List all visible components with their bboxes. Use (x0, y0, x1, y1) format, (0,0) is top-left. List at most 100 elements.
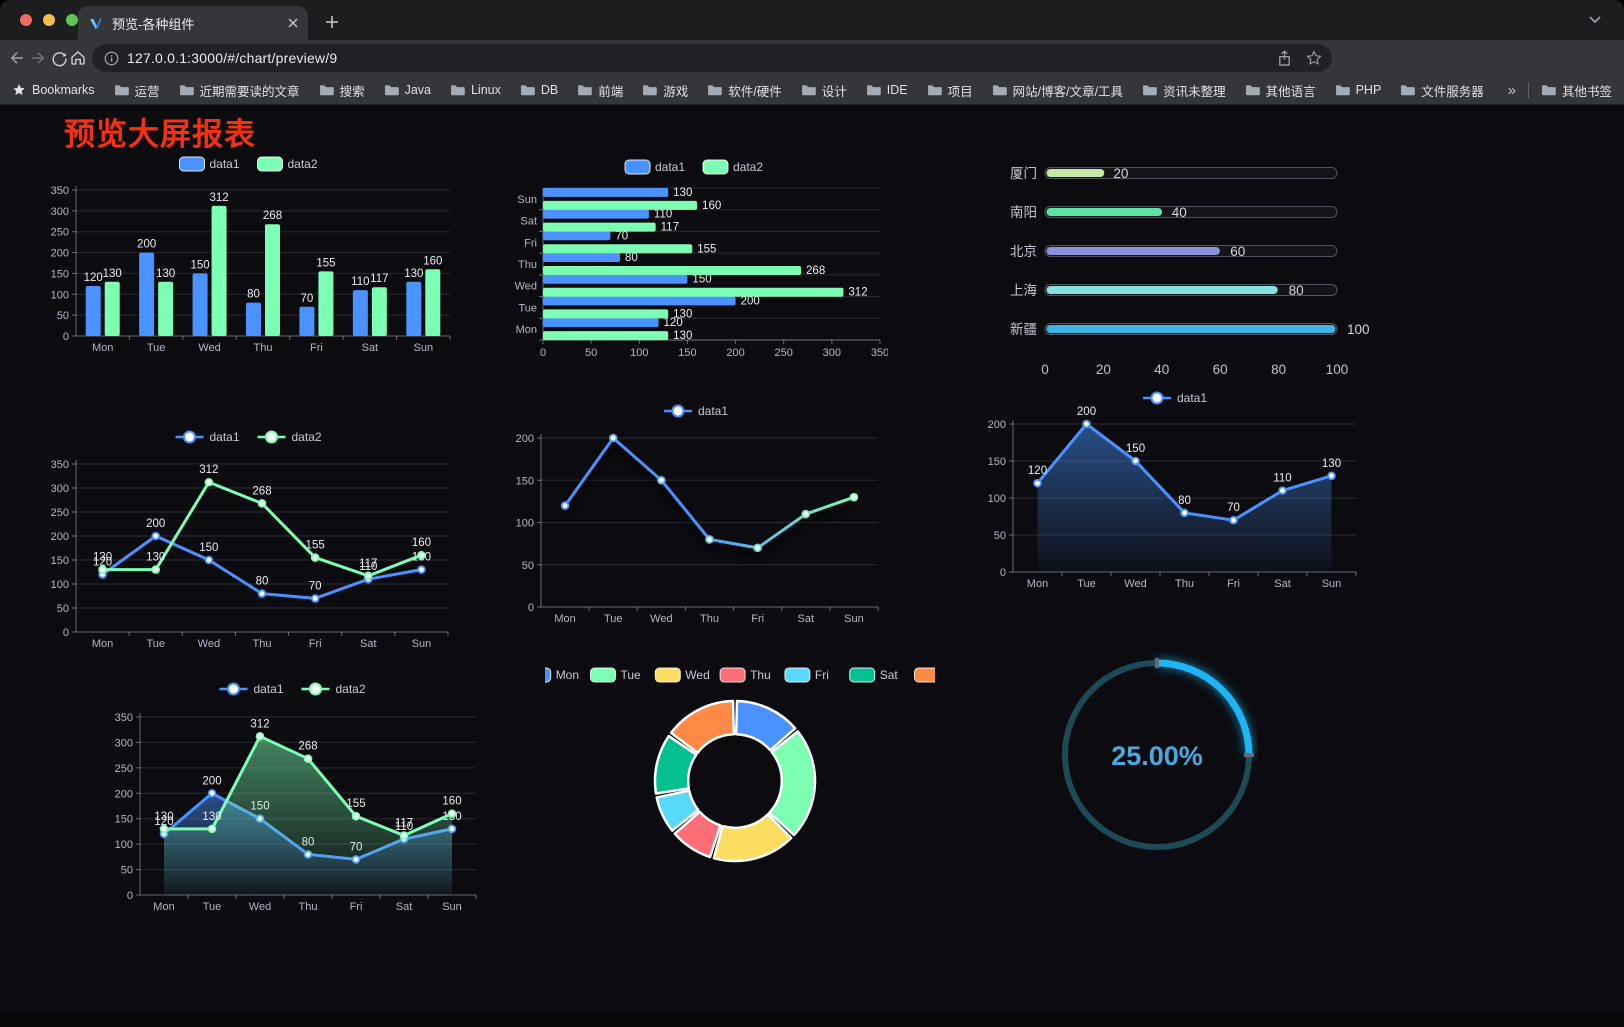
x-axis: 0 50 100 150 200 250 300 350 Mon Tue Wed Thu Fri Sat S… (515, 187, 889, 359)
bookmark-folder[interactable]: 项目 (927, 81, 973, 100)
site-info-icon[interactable] (104, 51, 119, 66)
svg-text:300: 300 (823, 347, 841, 359)
svg-text:150: 150 (199, 542, 218, 554)
svg-text:250: 250 (51, 507, 69, 519)
svg-text:Mon: Mon (92, 342, 113, 354)
reload-icon[interactable] (47, 46, 71, 70)
home-icon[interactable] (66, 46, 90, 70)
other-bookmarks-folder[interactable]: 其他书签 (1541, 81, 1612, 100)
svg-text:20: 20 (1096, 362, 1111, 377)
legend-item-Sun[interactable]: Sun (914, 667, 966, 683)
donut-slices[interactable] (653, 699, 817, 863)
chart-bar-grouped[interactable]: 0 50 100 150 200 250 300 350 Mon Tue Wed Thu Fri Sat S… (40, 150, 460, 362)
bookmark-folder[interactable]: 网站/博客/文章/工具 (992, 81, 1123, 100)
legend-item-data1[interactable]: data1 (1143, 391, 1207, 405)
url-bar[interactable]: 127.0.0.1:3000/#/chart/preview/9 (92, 44, 1332, 72)
back-icon[interactable] (5, 46, 29, 70)
forward-icon[interactable] (26, 46, 50, 70)
bookmark-folder[interactable]: PHP (1335, 83, 1381, 97)
svg-text:Mon: Mon (554, 613, 575, 625)
bookmark-folder[interactable]: 搜索 (319, 81, 365, 100)
tab-close-icon[interactable] (288, 18, 298, 28)
chart-donut-week[interactable]: Mon Tue Wed Thu Fri Sat Sun (525, 661, 966, 897)
svg-text:Sun: Sun (1322, 578, 1342, 590)
bookmark-folder[interactable]: IDE (866, 83, 908, 97)
svg-text:厦门: 厦门 (1010, 166, 1037, 181)
bookmarks-overflow-chevron[interactable]: » (1507, 81, 1516, 99)
svg-text:0: 0 (540, 347, 546, 359)
window-minimize-button[interactable] (43, 14, 55, 26)
chart-area-two-series[interactable]: 0 50 100 150 200 250 300 350 Mon Tue Wed Thu Fri Sat S… (100, 677, 488, 913)
svg-text:312: 312 (199, 464, 218, 476)
bookmark-folder[interactable]: 软件/硬件 (707, 81, 782, 100)
legend-item-data2[interactable]: data2 (301, 682, 366, 696)
svg-text:110: 110 (351, 276, 369, 288)
legend-item-Mon[interactable]: Mon (525, 667, 579, 683)
bookmark-folder[interactable]: 其他语言 (1245, 81, 1316, 100)
legend-item-data2[interactable]: data2 (702, 159, 763, 175)
window-zoom-button[interactable] (66, 14, 78, 26)
svg-text:80: 80 (256, 576, 269, 588)
legend-item-Fri[interactable]: Fri (784, 667, 829, 683)
bookmark-star-icon[interactable] (1306, 50, 1322, 66)
svg-text:110: 110 (654, 209, 672, 221)
svg-text:130: 130 (93, 552, 112, 564)
svg-text:120: 120 (1028, 465, 1047, 477)
browser-toolbar: 127.0.0.1:3000/#/chart/preview/9 9 (0, 40, 1624, 112)
svg-text:Wed: Wed (198, 342, 220, 354)
browser-tab[interactable]: 预览-各种组件 (78, 6, 308, 40)
chart-city-progress[interactable]: 厦门 20 南阳 40 北京 60 上海 80 新疆 100 0 20 40 60 80 100 (998, 158, 1370, 386)
window-close-button[interactable] (20, 14, 32, 26)
bookmark-folder[interactable]: 游戏 (642, 81, 688, 100)
legend-item-data1[interactable]: data1 (179, 156, 240, 172)
svg-text:268: 268 (806, 265, 825, 277)
favicon (88, 15, 104, 31)
legend-item-data1[interactable]: data1 (175, 430, 240, 444)
bookmark-folder[interactable]: Java (384, 83, 431, 97)
chart-bar-horizontal[interactable]: data1 data2 0 50 100 150 200 250 300 350 Mon Tue Wed… (503, 153, 889, 365)
chart-area-blue[interactable]: 0 50 100 150 200 Mon Tue Wed Thu Fri Sat Sun data1 12… (985, 388, 1368, 600)
svg-text:Thu: Thu (253, 638, 272, 650)
new-tab-button[interactable] (320, 10, 344, 34)
legend-item-data2[interactable]: data2 (257, 156, 318, 172)
svg-text:Sun: Sun (844, 613, 864, 625)
svg-text:160: 160 (423, 255, 442, 267)
chart-line-two-series[interactable]: 0 50 100 150 200 250 300 350 Mon Tue Wed Thu Fri Sat S… (40, 424, 460, 656)
svg-text:150: 150 (692, 274, 711, 286)
x-axis-labels: Mon Tue Wed Thu Fri Sat Sun (153, 895, 477, 913)
svg-text:268: 268 (252, 485, 271, 497)
svg-text:Fri: Fri (350, 901, 363, 911)
legend-item-data1[interactable]: data1 (664, 404, 728, 418)
bookmarks-manager-item[interactable]: Bookmarks (12, 83, 95, 97)
chart-ring-progress[interactable]: 25.00% (1058, 653, 1258, 859)
svg-text:200: 200 (146, 518, 165, 530)
bookmark-folder[interactable]: 文件服务器 (1400, 81, 1484, 100)
legend-item-Sat[interactable]: Sat (849, 667, 899, 683)
svg-text:200: 200 (115, 788, 133, 800)
legend-item-data2[interactable]: data2 (257, 430, 322, 444)
share-icon[interactable] (1277, 50, 1292, 67)
y-axis: 0 50 100 150 200 250 300 350 (51, 459, 448, 639)
svg-text:110: 110 (395, 821, 413, 833)
svg-text:data1: data1 (698, 404, 728, 418)
bookmark-folder[interactable]: 设计 (801, 81, 847, 100)
svg-text:117: 117 (370, 273, 388, 285)
bookmark-folder[interactable]: 资讯未整理 (1142, 81, 1226, 100)
chart-line-gradient[interactable]: 0 50 100 150 200 Mon Tue Wed Thu Fri Sat Sun data1 (505, 398, 890, 630)
donut-slice-Sat (653, 734, 698, 795)
tab-search-chevron-icon[interactable] (1588, 12, 1602, 30)
bookmark-folder[interactable]: 运营 (114, 81, 160, 100)
bookmark-folder[interactable]: Linux (450, 83, 501, 97)
legend-item-Thu[interactable]: Thu (719, 667, 771, 683)
bookmark-folder[interactable]: DB (520, 83, 558, 97)
legend-item-data1[interactable]: data1 (219, 682, 284, 696)
svg-text:Fri: Fri (309, 638, 322, 650)
bookmark-folder[interactable]: 前端 (577, 81, 623, 100)
bookmark-folder[interactable]: 近期需要读的文章 (179, 81, 300, 100)
legend-item-data1[interactable]: data1 (624, 159, 685, 175)
svg-text:70: 70 (301, 293, 314, 305)
series-data2: 130 130 312 268 155 117 160 (154, 718, 462, 895)
svg-text:上海: 上海 (1010, 283, 1037, 298)
legend-item-Tue[interactable]: Tue (590, 667, 642, 683)
legend-item-Wed[interactable]: Wed (654, 667, 710, 683)
